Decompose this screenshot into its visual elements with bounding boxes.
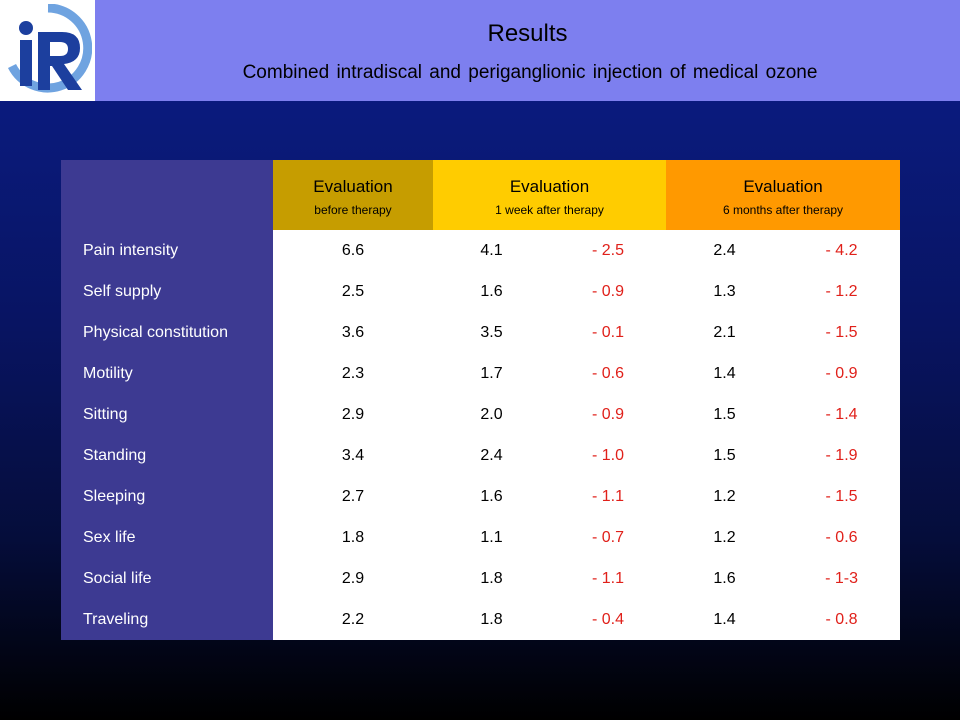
delta-1week: - 1.1 bbox=[550, 476, 667, 517]
value-before: 2.5 bbox=[273, 271, 433, 312]
value-before: 2.7 bbox=[273, 476, 433, 517]
header-eval-1week-sub: 1 week after therapy bbox=[495, 203, 604, 217]
header-eval-before-title: Evaluation bbox=[313, 177, 393, 196]
value-1week: 1.6 bbox=[433, 271, 550, 312]
logo bbox=[0, 0, 95, 101]
value-1week: 2.0 bbox=[433, 394, 550, 435]
header-band bbox=[0, 0, 960, 101]
value-6months: 1.4 bbox=[666, 353, 784, 394]
row-label: Sleeping bbox=[61, 476, 273, 517]
value-1week: 3.5 bbox=[433, 312, 550, 353]
value-1week: 1.8 bbox=[433, 599, 550, 640]
delta-6months: - 0.8 bbox=[783, 599, 901, 640]
delta-6months: - 4.2 bbox=[783, 230, 901, 271]
delta-6months: - 1.5 bbox=[783, 312, 901, 353]
row-label: Self supply bbox=[61, 271, 273, 312]
row-label: Social life bbox=[61, 558, 273, 599]
value-before: 1.8 bbox=[273, 517, 433, 558]
row-label: Standing bbox=[61, 435, 273, 476]
table-row: Traveling 2.2 1.8 - 0.4 1.4 - 0.8 bbox=[61, 599, 901, 640]
delta-1week: - 1.0 bbox=[550, 435, 667, 476]
delta-1week: - 2.5 bbox=[550, 230, 667, 271]
table-row: Physical constitution 3.6 3.5 - 0.1 2.1 … bbox=[61, 312, 901, 353]
delta-6months: - 1.4 bbox=[783, 394, 901, 435]
page-subtitle: Combined intradiscal and periganglionic … bbox=[242, 62, 818, 83]
value-1week: 4.1 bbox=[433, 230, 550, 271]
row-label: Sex life bbox=[61, 517, 273, 558]
value-1week: 1.8 bbox=[433, 558, 550, 599]
delta-1week: - 1.1 bbox=[550, 558, 667, 599]
value-before: 2.3 bbox=[273, 353, 433, 394]
value-1week: 2.4 bbox=[433, 435, 550, 476]
header-eval-1week-title: Evaluation bbox=[509, 177, 590, 196]
delta-6months: - 1.2 bbox=[783, 271, 901, 312]
header-eval-before: Evaluation before therapy bbox=[273, 160, 433, 230]
value-before: 6.6 bbox=[273, 230, 433, 271]
value-6months: 1.5 bbox=[666, 394, 784, 435]
table-row: Self supply 2.5 1.6 - 0.9 1.3 - 1.2 bbox=[61, 271, 901, 312]
row-label: Traveling bbox=[61, 599, 273, 640]
value-6months: 1.6 bbox=[666, 558, 784, 599]
header-eval-before-sub: before therapy bbox=[314, 203, 392, 217]
table-row: Sex life 1.8 1.1 - 0.7 1.2 - 0.6 bbox=[61, 517, 901, 558]
row-label: Sitting bbox=[61, 394, 273, 435]
table-row: Standing 3.4 2.4 - 1.0 1.5 - 1.9 bbox=[61, 435, 901, 476]
table-row: Motility 2.3 1.7 - 0.6 1.4 - 0.9 bbox=[61, 353, 901, 394]
value-before: 2.9 bbox=[273, 394, 433, 435]
header-eval-6months-sub: 6 months after therapy bbox=[722, 203, 844, 217]
delta-1week: - 0.4 bbox=[550, 599, 667, 640]
table-header-row: Evaluation before therapy Evaluation 1 w… bbox=[61, 160, 901, 230]
value-before: 3.6 bbox=[273, 312, 433, 353]
page-title: Results bbox=[487, 20, 568, 47]
table-row: Pain intensity 6.6 4.1 - 2.5 2.4 - 4.2 bbox=[61, 230, 901, 271]
table-corner-cell bbox=[61, 160, 273, 230]
header-eval-6months-title: Evaluation bbox=[743, 177, 823, 196]
value-6months: 1.3 bbox=[666, 271, 784, 312]
value-6months: 2.4 bbox=[666, 230, 784, 271]
delta-1week: - 0.9 bbox=[550, 271, 667, 312]
row-label: Motility bbox=[61, 353, 273, 394]
value-1week: 1.1 bbox=[433, 517, 550, 558]
value-1week: 1.6 bbox=[433, 476, 550, 517]
value-before: 3.4 bbox=[273, 435, 433, 476]
delta-1week: - 0.7 bbox=[550, 517, 667, 558]
value-6months: 2.1 bbox=[666, 312, 784, 353]
delta-6months: - 1.5 bbox=[783, 476, 901, 517]
row-label: Pain intensity bbox=[61, 230, 273, 271]
table-row: Sleeping 2.7 1.6 - 1.1 1.2 - 1.5 bbox=[61, 476, 901, 517]
value-1week: 1.7 bbox=[433, 353, 550, 394]
delta-6months: - 1-3 bbox=[783, 558, 901, 599]
table-row: Sitting 2.9 2.0 - 0.9 1.5 - 1.4 bbox=[61, 394, 901, 435]
header-eval-1week: Evaluation 1 week after therapy bbox=[433, 160, 667, 230]
delta-6months: - 1.9 bbox=[783, 435, 901, 476]
value-6months: 1.5 bbox=[666, 435, 784, 476]
value-6months: 1.4 bbox=[666, 599, 784, 640]
ir-logo-icon bbox=[7, 4, 92, 93]
delta-6months: - 0.9 bbox=[783, 353, 901, 394]
delta-1week: - 0.1 bbox=[550, 312, 667, 353]
header-eval-6months: Evaluation 6 months after therapy bbox=[666, 160, 901, 230]
row-label: Physical constitution bbox=[61, 312, 273, 353]
value-6months: 1.2 bbox=[666, 476, 784, 517]
table-row: Social life 2.9 1.8 - 1.1 1.6 - 1-3 bbox=[61, 558, 901, 599]
value-before: 2.2 bbox=[273, 599, 433, 640]
value-6months: 1.2 bbox=[666, 517, 784, 558]
delta-1week: - 0.6 bbox=[550, 353, 667, 394]
delta-6months: - 0.6 bbox=[783, 517, 901, 558]
results-table: Evaluation before therapy Evaluation 1 w… bbox=[61, 160, 901, 640]
value-before: 2.9 bbox=[273, 558, 433, 599]
delta-1week: - 0.9 bbox=[550, 394, 667, 435]
